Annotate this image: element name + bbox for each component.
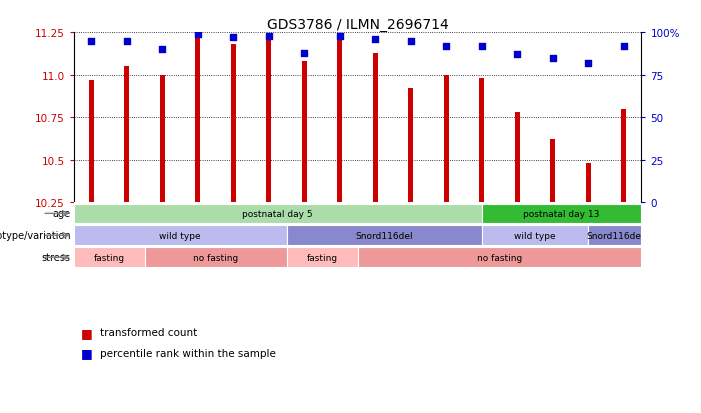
Bar — [585, 164, 591, 203]
Point — [476, 43, 487, 50]
Text: fasting: fasting — [93, 253, 125, 262]
Point — [299, 50, 310, 57]
Bar — [195, 38, 200, 203]
Bar — [144, 248, 287, 267]
Bar — [74, 248, 144, 267]
Bar — [337, 40, 342, 203]
Point — [618, 43, 629, 50]
Bar — [515, 113, 520, 203]
Bar — [408, 89, 414, 203]
Text: genotype/variation: genotype/variation — [0, 231, 71, 241]
Bar — [266, 40, 271, 203]
Bar — [482, 226, 588, 245]
Bar — [287, 248, 358, 267]
Text: percentile rank within the sample: percentile rank within the sample — [100, 348, 276, 358]
Bar — [550, 140, 555, 203]
Bar — [74, 226, 287, 245]
Text: transformed count: transformed count — [100, 328, 198, 337]
Text: ■: ■ — [81, 326, 93, 339]
Bar — [231, 45, 236, 203]
Point — [441, 43, 452, 50]
Bar — [301, 62, 307, 203]
Point — [121, 38, 132, 45]
Text: Snord116del: Snord116del — [586, 231, 644, 240]
Bar — [89, 81, 94, 203]
Point — [228, 35, 239, 41]
Text: ■: ■ — [81, 347, 93, 360]
Bar — [358, 248, 641, 267]
Point — [405, 38, 416, 45]
Text: postnatal day 5: postnatal day 5 — [243, 209, 313, 218]
Text: Snord116del: Snord116del — [355, 231, 413, 240]
Text: age: age — [53, 209, 71, 219]
Text: wild type: wild type — [514, 231, 556, 240]
Bar — [444, 76, 449, 203]
Bar — [588, 226, 641, 245]
Point — [157, 47, 168, 53]
Text: wild type: wild type — [159, 231, 201, 240]
Title: GDS3786 / ILMN_2696714: GDS3786 / ILMN_2696714 — [266, 18, 449, 32]
Text: no fasting: no fasting — [477, 253, 522, 262]
Point — [263, 33, 274, 40]
Bar — [124, 67, 130, 203]
Bar — [74, 204, 482, 224]
Bar — [482, 204, 641, 224]
Point — [583, 60, 594, 67]
Text: fasting: fasting — [306, 253, 338, 262]
Point — [369, 36, 381, 43]
Point — [86, 38, 97, 45]
Bar — [287, 226, 482, 245]
Point — [192, 31, 203, 38]
Text: no fasting: no fasting — [193, 253, 238, 262]
Point — [334, 33, 346, 40]
Point — [512, 52, 523, 58]
Text: stress: stress — [42, 252, 71, 263]
Point — [547, 55, 558, 62]
Bar — [479, 79, 484, 203]
Bar — [160, 76, 165, 203]
Text: postnatal day 13: postnatal day 13 — [524, 209, 600, 218]
Bar — [373, 53, 378, 203]
Bar — [621, 109, 626, 203]
